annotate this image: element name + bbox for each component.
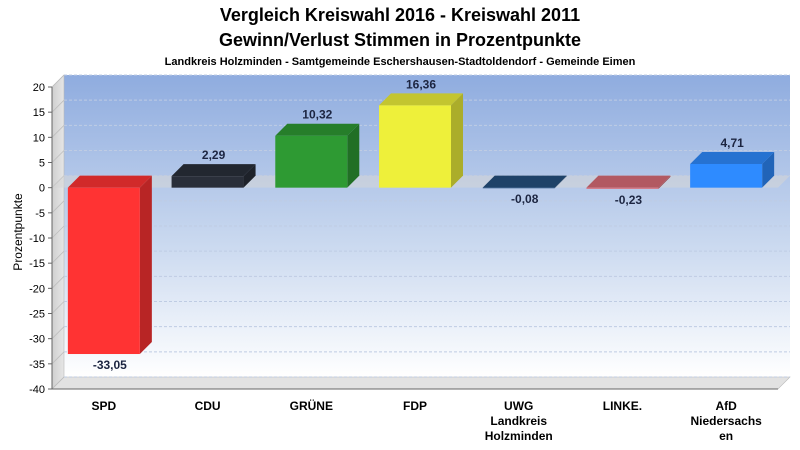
bar-side (139, 175, 152, 355)
bar-side (451, 93, 463, 188)
y-tick-label: 5 (39, 158, 45, 170)
bar-5 (586, 175, 671, 189)
bar (67, 187, 140, 355)
chart-title-line2: Gewinn/Verlust Stimmen in Prozentpunkte (219, 30, 581, 50)
bar-top (379, 93, 463, 106)
x-tick-label-line: CDU (195, 399, 221, 413)
x-tick-label-line: Niedersachs (690, 414, 762, 428)
gridline-side (51, 326, 65, 339)
data-label: 16,36 (406, 77, 436, 91)
bar-top (171, 164, 256, 177)
bar-3 (379, 93, 463, 188)
bar-6 (690, 151, 775, 188)
data-label: 2,29 (202, 148, 226, 162)
bar-top (482, 175, 567, 188)
chart-title-line1: Vergleich Kreiswahl 2016 - Kreiswahl 201… (220, 5, 580, 25)
x-tick-label-line: Holzminden (485, 429, 553, 443)
data-label: -0,08 (511, 192, 539, 206)
bar-side (243, 164, 256, 188)
bar (586, 187, 659, 189)
y-tick-label: -30 (29, 334, 45, 346)
gridline-side (51, 150, 65, 163)
gridline-side (51, 301, 65, 314)
y-tick-label: 15 (33, 107, 45, 119)
x-tick-label-line: UWG (504, 399, 533, 413)
data-label: -33,05 (93, 358, 127, 372)
y-axis-label: Prozentpunkte (11, 193, 25, 271)
gridline-side (51, 225, 65, 239)
bar-side (554, 175, 567, 189)
plot-area: 20 15 10 5 0 -5 -10 -15 -20 -25 -30 -35 -40 -33,05 2,2… (29, 74, 791, 443)
data-label: -0,23 (615, 193, 643, 207)
x-tick-label: CDU (195, 399, 221, 413)
bar-top (67, 175, 152, 188)
x-tick-label: LINKE. (603, 399, 642, 413)
bar-top (275, 123, 360, 136)
x-tick-label-line: GRÜNE (290, 398, 333, 413)
x-tick-label-line: Landkreis (490, 414, 547, 428)
y-tick-label: 10 (33, 132, 45, 144)
bar (275, 135, 348, 188)
y-tick-label: -15 (29, 258, 45, 270)
y-tick-label: -10 (29, 233, 45, 245)
y-tick-label: -5 (35, 208, 45, 220)
gridline-side (51, 250, 65, 264)
x-tick-label-line: AfD (715, 399, 737, 413)
data-label: 4,71 (720, 136, 744, 150)
x-tick-label: SPD (92, 399, 117, 413)
bar (482, 187, 555, 189)
gridline-side (51, 200, 65, 214)
bar-side (658, 175, 671, 189)
gridline-side (51, 125, 65, 138)
chart-subtitle: Landkreis Holzminden - Samtgemeinde Esch… (165, 56, 636, 68)
bar-0 (67, 175, 152, 355)
bar-2 (275, 123, 360, 188)
gridline-side (51, 351, 65, 365)
bar-1 (171, 164, 256, 188)
bar-top (690, 151, 775, 164)
y-tick-label: 0 (39, 183, 45, 195)
bar-4 (482, 175, 567, 189)
gridline-side (51, 276, 65, 289)
bar-top (586, 175, 671, 188)
y-tick-label: 20 (33, 82, 45, 94)
x-tick-label: FDP (403, 399, 427, 413)
x-tick-label: GRÜNE (290, 398, 333, 413)
y-tick-label: -35 (29, 359, 45, 371)
floor (51, 376, 791, 390)
gridline-side (51, 376, 65, 390)
gridline-side (51, 99, 65, 113)
y-tick-label: -20 (29, 283, 45, 295)
bar-side (347, 123, 360, 188)
gridline-side (51, 74, 65, 88)
x-tick-label-line: SPD (92, 399, 117, 413)
bar (379, 105, 451, 188)
bar (171, 176, 244, 188)
bars: -33,05 2,29 10,32 16,36 -0,08 -0,23 4,71 (67, 77, 775, 372)
bar (690, 163, 763, 188)
bar-side (762, 151, 775, 188)
data-label: 10,32 (302, 108, 332, 122)
y-tick-label: -25 (29, 309, 45, 321)
x-tick-label-line: FDP (403, 399, 427, 413)
x-tick-label-line: en (719, 429, 733, 443)
y-tick-label: -40 (29, 384, 45, 396)
x-tick-label-line: LINKE. (603, 399, 642, 413)
